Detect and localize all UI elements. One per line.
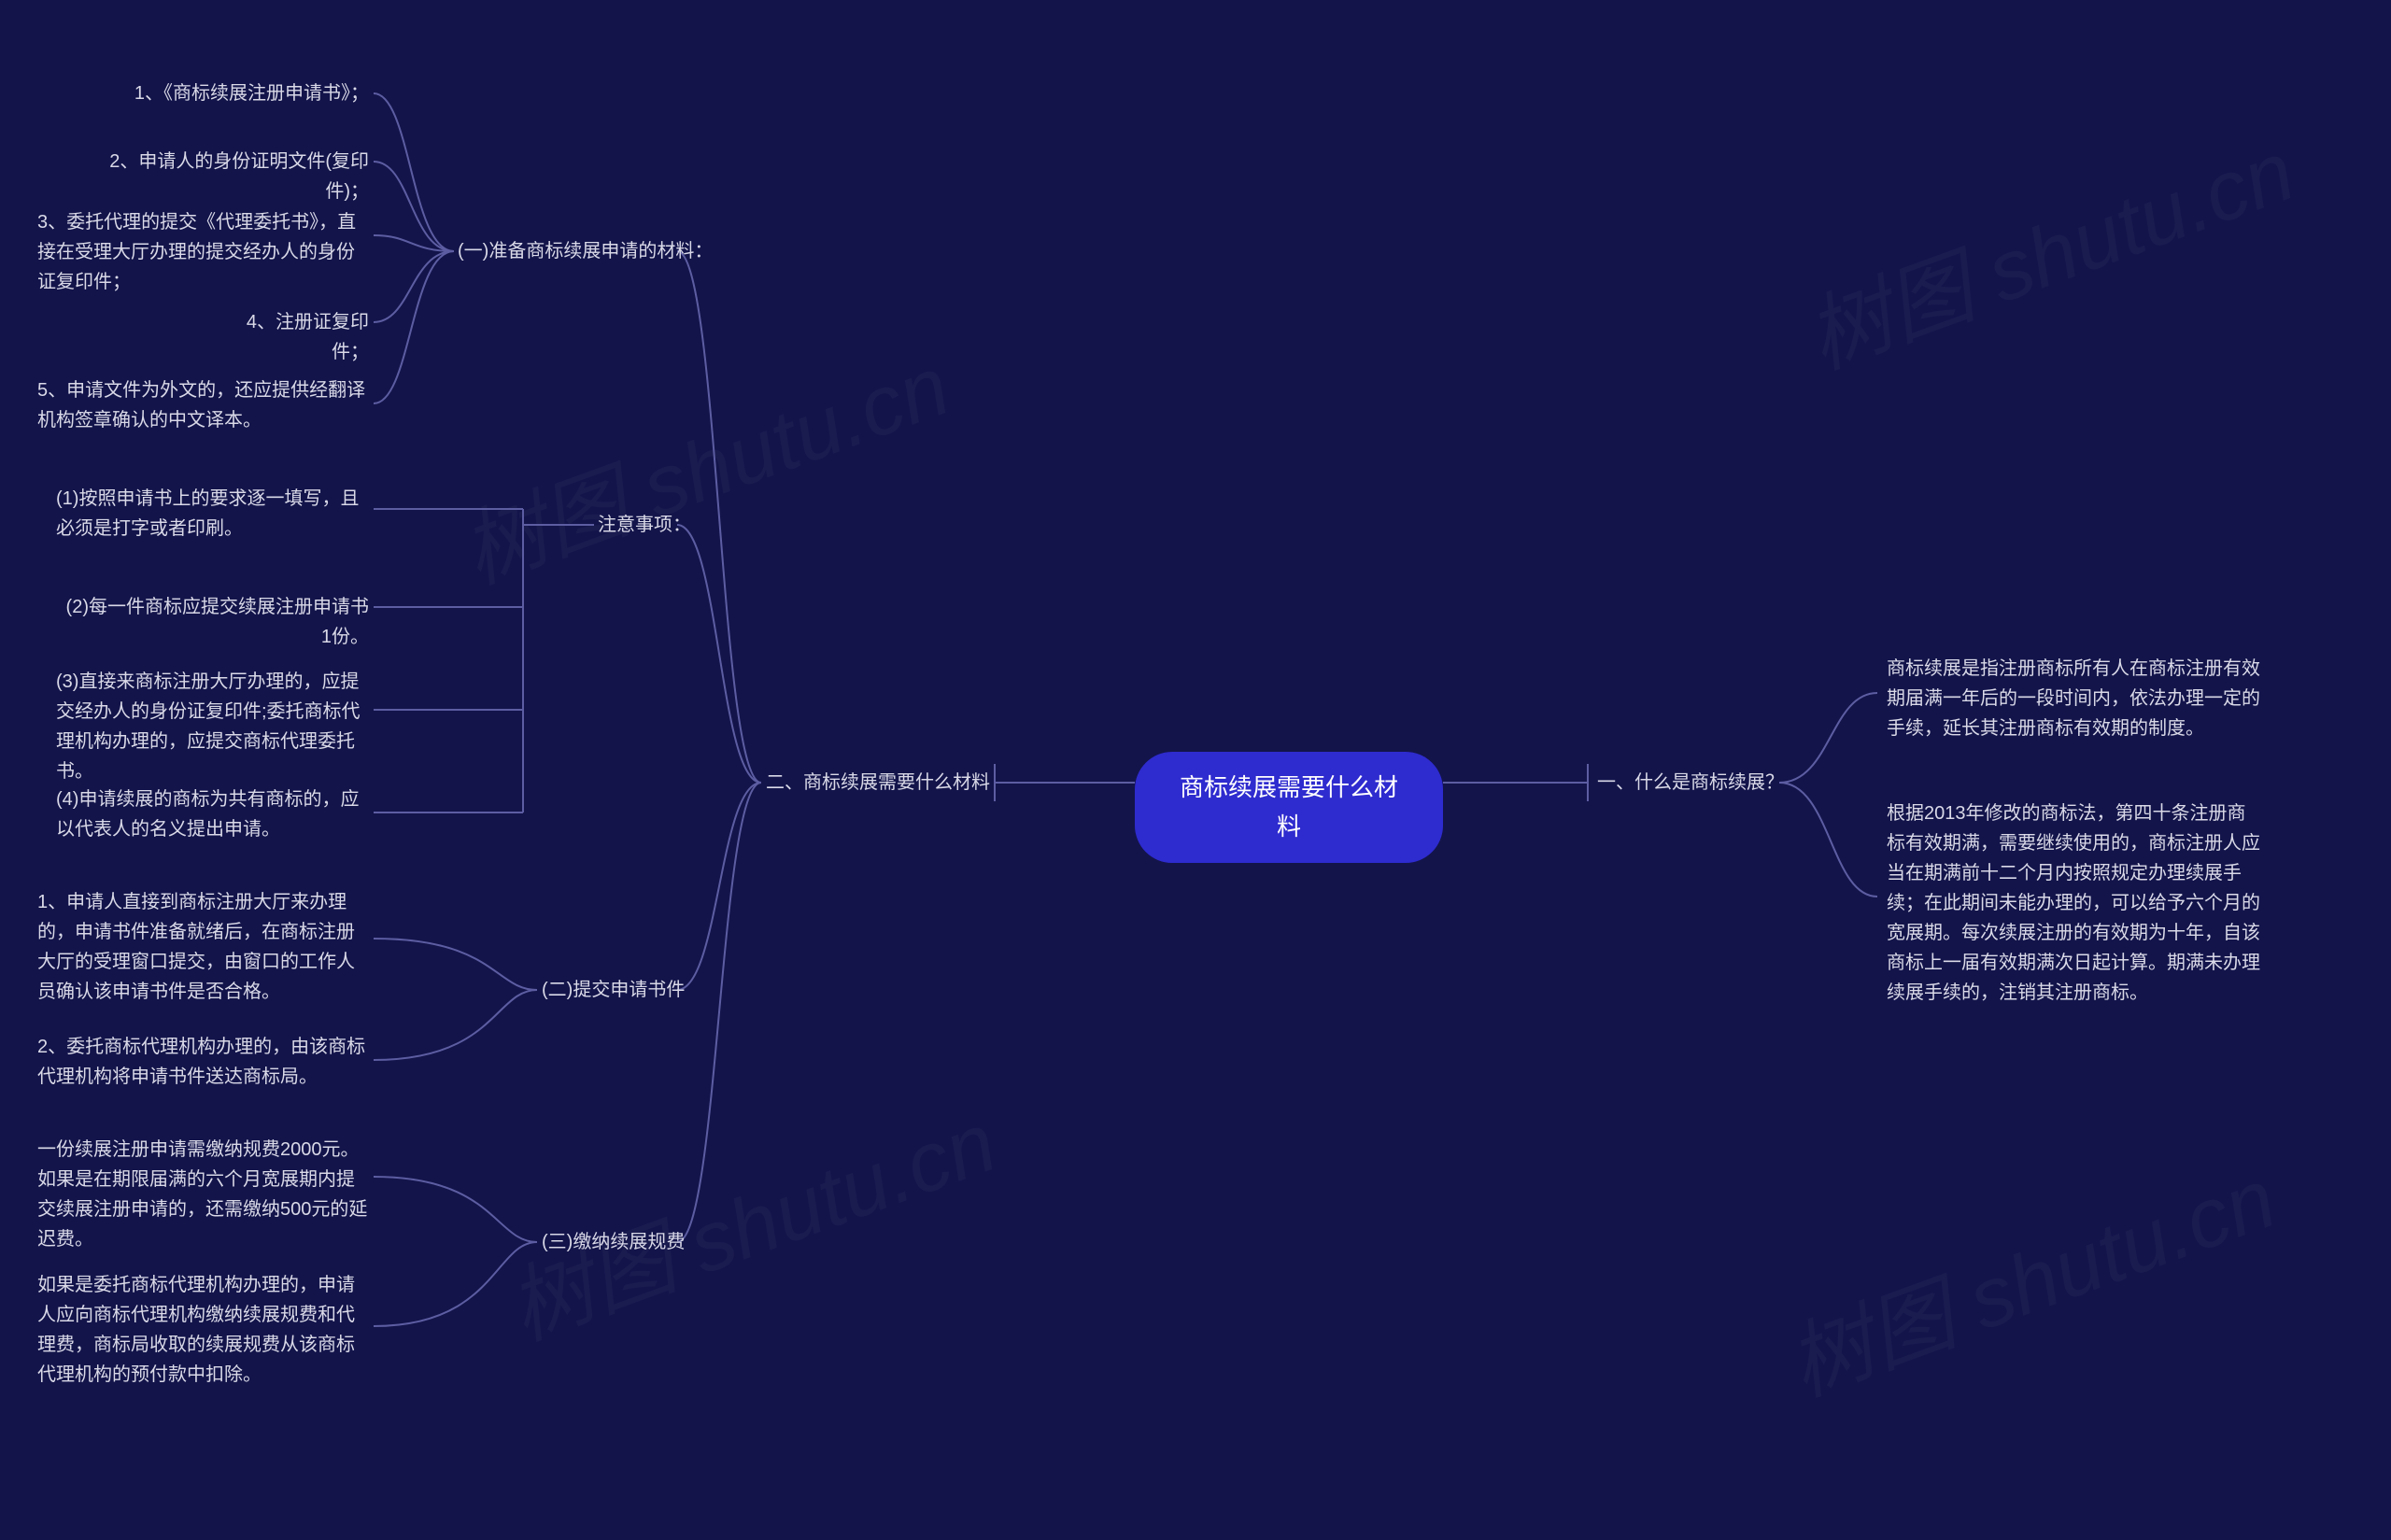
leaf-s4a: 一份续展注册申请需缴纳规费2000元。如果是在期限届满的六个月宽展期内提交续展注… xyxy=(37,1135,369,1254)
leaf-s1e: 5、申请文件为外文的，还应提供经翻译机构签章确认的中文译本。 xyxy=(37,375,369,435)
leaf-s1b: 2、申请人的身份证明文件(复印件)； xyxy=(89,147,369,206)
leaf-n2a: (1)按照申请书上的要求逐一填写，且必须是打字或者印刷。 xyxy=(56,484,369,544)
sub1-label: (一)准备商标续展申请的材料： xyxy=(458,236,713,266)
leaf-s1c: 3、委托代理的提交《代理委托书》，直接在受理大厅办理的提交经办人的身份证复印件； xyxy=(37,207,369,297)
leaf-s1d: 4、注册证复印件； xyxy=(215,307,369,367)
leaf-s3a: 1、申请人直接到商标注册大厅来办理的，申请书件准备就绪后，在商标注册大厅的受理窗… xyxy=(37,887,369,1007)
branch-right-1: 一、什么是商标续展？ xyxy=(1597,768,1784,798)
sub4-label: (三)缴纳续展规费 xyxy=(542,1227,685,1257)
leaf-r1b: 根据2013年修改的商标法，第四十条注册商标有效期满，需要继续使用的，商标注册人… xyxy=(1887,798,2260,1008)
leaf-n2d: (4)申请续展的商标为共有商标的，应以代表人的名义提出申请。 xyxy=(56,784,369,844)
leaf-s1a: 1、《商标续展注册申请书》； xyxy=(126,78,369,108)
leaf-s3b: 2、委托商标代理机构办理的，由该商标代理机构将申请书件送达商标局。 xyxy=(37,1032,369,1092)
watermark: 树图 shutu.cn xyxy=(1769,1131,2289,1420)
sub2-label: 注意事项： xyxy=(598,510,691,540)
leaf-n2c: (3)直接来商标注册大厅办理的，应提交经办人的身份证复印件;委托商标代理机构办理… xyxy=(56,667,369,786)
watermark: 树图 shutu.cn xyxy=(489,1075,1010,1363)
leaf-s4b: 如果是委托商标代理机构办理的，申请人应向商标代理机构缴纳续展规费和代理费，商标局… xyxy=(37,1270,369,1390)
leaf-r1a: 商标续展是指注册商标所有人在商标注册有效期届满一年后的一段时间内，依法办理一定的… xyxy=(1887,654,2260,743)
watermark: 树图 shutu.cn xyxy=(443,318,963,607)
sub3-label: (二)提交申请书件 xyxy=(542,975,685,1005)
branch-left-2: 二、商标续展需要什么材料 xyxy=(766,768,990,798)
root-node: 商标续展需要什么材料 xyxy=(1135,752,1443,863)
leaf-n2b: (2)每一件商标应提交续展注册申请书1份。 xyxy=(56,592,369,652)
watermark: 树图 shutu.cn xyxy=(1788,104,2308,392)
